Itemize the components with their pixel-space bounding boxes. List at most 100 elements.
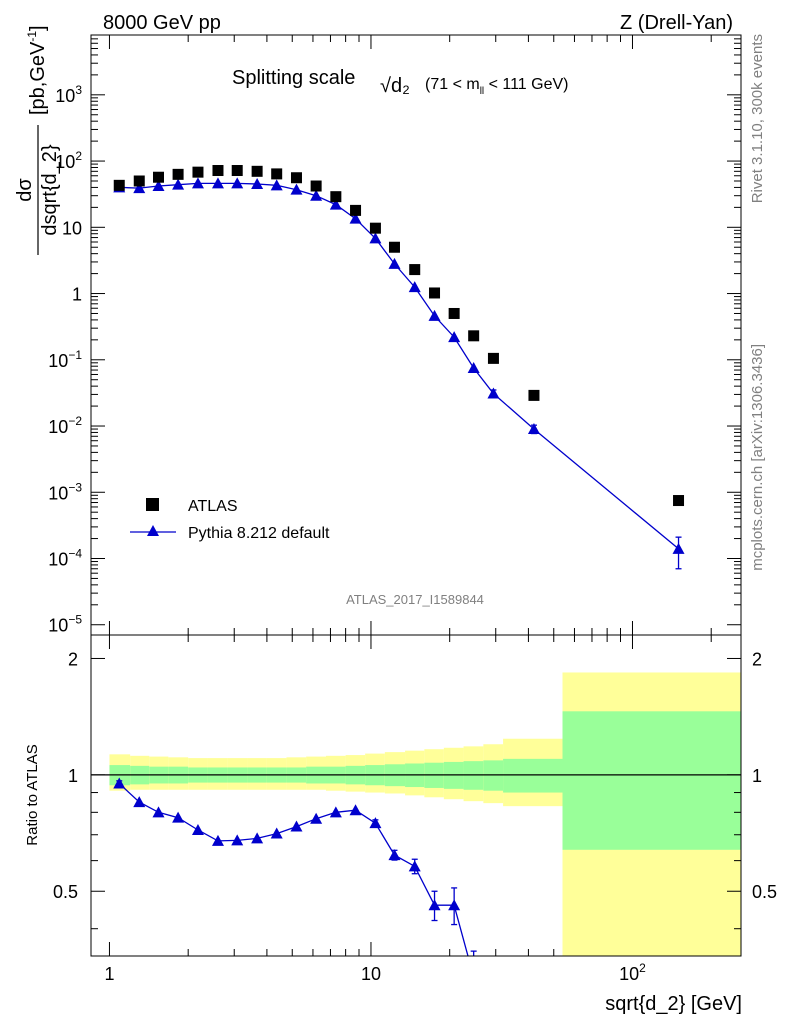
x-tick-label: 102 <box>619 961 646 984</box>
mc-point <box>152 180 165 192</box>
mc-point <box>369 232 382 244</box>
ratio-point <box>152 806 165 818</box>
atlas-point <box>409 264 421 276</box>
mc-point <box>349 212 362 224</box>
ratio-point <box>231 834 244 846</box>
ratio-ylabel: Ratio to ATLAS <box>24 744 41 845</box>
mc-point <box>467 362 480 374</box>
ratio-point <box>270 827 283 839</box>
ratio-band-inner <box>463 761 484 790</box>
mc-point <box>329 198 342 210</box>
mc-point <box>231 177 244 189</box>
plot-title-range: (71 < mll < 111 GeV) <box>425 76 568 97</box>
legend-atlas-label: ATLAS <box>188 498 238 515</box>
mc-point <box>310 189 323 201</box>
ratio-series-group <box>113 777 480 982</box>
atlas-point <box>231 165 243 177</box>
header-right: Z (Drell-Yan) <box>620 12 733 34</box>
ratio-panel: 1 10 102 2 2 1 1 0.5 0.5 Ratio to ATLAS sqrt{d_2… <box>24 634 777 1015</box>
ratio-point <box>211 834 224 846</box>
atlas-point <box>330 191 342 203</box>
atlas-point <box>192 166 204 178</box>
ratio-y-tick-label-right: 1 <box>752 766 762 786</box>
legend-mc-marker <box>147 525 159 536</box>
atlas-point <box>528 389 540 401</box>
ratio-y-tick-label-left: 1 <box>68 766 78 786</box>
mc-point <box>290 183 303 195</box>
mc-point <box>428 309 441 321</box>
atlas-point <box>388 241 400 253</box>
y-tick-label: 1 <box>72 285 82 305</box>
x-axis-label: sqrt{d_2} [GeV] <box>605 993 742 1015</box>
x-tick-label: 10 <box>361 964 381 984</box>
y-tick-label: 10−3 <box>48 480 82 503</box>
ratio-point <box>310 812 323 824</box>
atlas-point <box>487 352 499 364</box>
legend-mc-label: Pythia 8.212 default <box>188 525 330 542</box>
analysis-watermark: ATLAS_2017_I1589844 <box>346 592 484 607</box>
y-tick-label: 10−2 <box>48 414 82 437</box>
atlas-point <box>172 168 184 180</box>
main-frame <box>90 34 742 636</box>
atlas-point <box>113 179 125 191</box>
atlas-point <box>673 495 685 507</box>
atlas-point <box>212 165 224 177</box>
main-ylabel: dσ dsqrt{d_2} [pb,GeV-1] <box>14 25 61 255</box>
ratio-band-inner <box>562 711 741 850</box>
y-tick-label: 102 <box>55 149 82 172</box>
legend-atlas-marker <box>146 498 159 511</box>
atlas-point <box>369 222 381 234</box>
ylabel-numerator: dσ <box>14 178 36 202</box>
ratio-y-tick-label-left: 2 <box>68 649 78 669</box>
ratio-point <box>172 811 185 823</box>
ratio-y-tick-label-right: 0.5 <box>752 882 777 902</box>
y-tick-label: 10−4 <box>48 546 82 569</box>
ratio-point <box>191 824 204 836</box>
y-tick-label: 10 <box>62 218 82 238</box>
y-tick-label: 10−1 <box>48 348 82 371</box>
ratio-point <box>408 860 421 872</box>
ratio-point <box>468 971 480 982</box>
plot-title-math: √d₂ <box>380 75 410 97</box>
mc-point <box>487 387 500 399</box>
header-left: 8000 GeV pp <box>103 12 221 34</box>
ratio-point <box>369 817 382 829</box>
legend: ATLAS Pythia 8.212 default <box>130 498 330 542</box>
ratio-y-tick-label-left: 0.5 <box>53 882 78 902</box>
atlas-point <box>448 307 460 319</box>
atlas-point <box>290 172 302 184</box>
atlas-point <box>152 171 164 183</box>
ylabel-units: [pb,GeV-1] <box>25 25 49 115</box>
ratio-frame <box>90 634 742 957</box>
mc-point <box>270 179 283 191</box>
ratio-point <box>388 849 401 861</box>
mcplots-credit: mcplots.cern.ch [arXiv:1306.3436] <box>749 344 766 571</box>
ratio-point <box>349 804 362 816</box>
mc-point <box>133 182 146 194</box>
y-tick-label: 103 <box>55 83 82 106</box>
mc-point <box>672 542 685 554</box>
ratio-point <box>448 899 461 911</box>
ratio-point <box>428 899 441 911</box>
ratio-band-inner <box>483 760 504 791</box>
mc-point <box>527 423 540 435</box>
atlas-point <box>251 165 263 177</box>
ratio-point <box>133 796 146 808</box>
mc-point <box>408 281 421 293</box>
ratio-point <box>290 820 303 832</box>
mc-point <box>388 257 401 269</box>
ratio-point <box>329 806 342 818</box>
mc-point <box>191 177 204 189</box>
atlas-point <box>468 330 480 342</box>
mc-point <box>211 177 224 189</box>
plot-title: Splitting scale <box>232 67 355 89</box>
atlas-point <box>271 168 283 180</box>
mc-point <box>251 178 264 190</box>
ylabel-denominator: dsqrt{d_2} <box>39 144 61 236</box>
atlas-point <box>310 180 322 192</box>
mc-point <box>448 331 461 343</box>
ratio-point <box>251 832 264 844</box>
ratio-point <box>113 777 126 789</box>
y-tick-label: 10−5 <box>48 613 82 636</box>
